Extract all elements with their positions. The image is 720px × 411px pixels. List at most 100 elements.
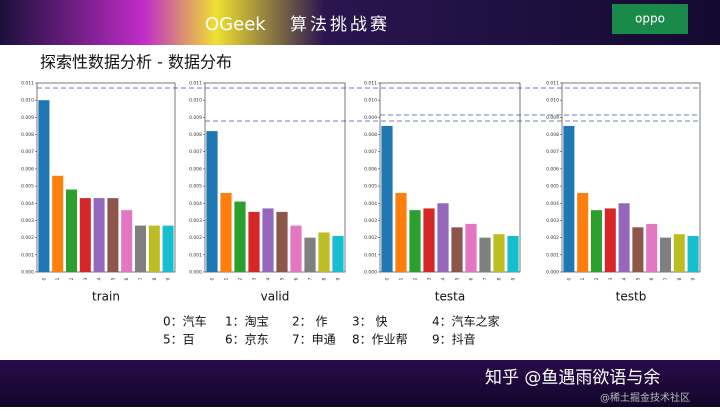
plot-frame <box>36 82 176 273</box>
legend-item: 9：抖音 <box>432 332 476 347</box>
bar <box>563 125 575 272</box>
x-tick-label: 6 <box>294 277 300 280</box>
legend-item: 0：汽车 <box>163 314 207 329</box>
x-tick-label: 0 <box>385 277 391 280</box>
x-tick-label: 2 <box>69 277 75 280</box>
y-tick-label: 0.011 <box>189 81 202 87</box>
x-tick-label: 6 <box>649 277 655 280</box>
bar <box>577 192 589 272</box>
bar <box>451 227 463 272</box>
x-tick-label: 7 <box>663 277 669 280</box>
y-tick-label: 0.008 <box>546 132 559 138</box>
x-tick-label: 9 <box>336 277 342 280</box>
bar <box>290 225 302 272</box>
x-tick-label: 4 <box>441 277 447 280</box>
y-tick-label: 0.000 <box>189 270 202 276</box>
bar <box>646 223 658 272</box>
bar <box>618 203 630 272</box>
y-tick-label: 0.001 <box>189 252 202 258</box>
y-tick-label: 0.002 <box>189 235 202 241</box>
logo: oppo <box>635 12 665 26</box>
bar <box>395 192 407 272</box>
bar <box>318 232 330 272</box>
reference-lines <box>37 87 700 122</box>
x-tick-label: 8 <box>677 277 683 280</box>
x-tick-label: 7 <box>138 277 144 280</box>
legend-item: 2： 作 <box>292 315 327 329</box>
x-axis-label: valid <box>261 290 290 304</box>
y-tick-label: 0.009 <box>364 115 377 121</box>
y-tick-label: 0.005 <box>546 184 559 190</box>
y-tick-label: 0.007 <box>189 149 202 155</box>
footer-band <box>0 360 720 407</box>
y-tick-label: 0.001 <box>21 252 34 258</box>
x-tick-label: 6 <box>124 277 130 280</box>
y-tick-label: 0.008 <box>189 132 202 138</box>
x-tick-label: 3 <box>252 277 258 280</box>
x-tick-label: 5 <box>110 277 116 280</box>
x-tick-label: 7 <box>308 277 314 280</box>
y-tick-label: 0.004 <box>546 201 559 207</box>
x-tick-label: 2 <box>238 277 244 280</box>
bar <box>673 234 685 272</box>
y-tick-label: 0.003 <box>189 218 202 224</box>
brand: OGeek <box>205 14 266 35</box>
bar <box>507 235 519 272</box>
footer: 知乎 @鱼遇雨欲语与余 <box>485 368 660 388</box>
x-tick-label: 4 <box>97 277 103 280</box>
bar <box>248 211 260 272</box>
y-tick-label: 0.004 <box>364 201 377 207</box>
bar <box>332 235 344 272</box>
slide-body <box>0 45 720 360</box>
bar <box>93 198 105 272</box>
x-tick-label: 8 <box>322 277 328 280</box>
y-tick-label: 0.002 <box>364 235 377 241</box>
y-tick-label: 0.006 <box>21 166 34 172</box>
y-tick-label: 0.006 <box>546 166 559 172</box>
y-tick-label: 0.006 <box>189 166 202 172</box>
bar <box>409 210 421 272</box>
x-tick-label: 1 <box>580 277 586 280</box>
y-tick-label: 0.000 <box>21 270 34 276</box>
y-tick-label: 0.010 <box>189 98 202 104</box>
y-tick-label: 0.001 <box>546 252 559 258</box>
y-tick-label: 0.011 <box>21 81 34 87</box>
y-tick-label: 0.005 <box>21 184 34 190</box>
legend-item: 1：淘宝 <box>225 315 269 329</box>
bar <box>659 237 672 272</box>
plot-frame <box>204 82 346 273</box>
y-tick-label: 0.007 <box>546 149 559 155</box>
bar <box>52 175 64 272</box>
y-tick-label: 0.004 <box>21 201 34 207</box>
x-tick-label: 2 <box>594 277 600 280</box>
x-tick-label: 8 <box>497 277 503 280</box>
bar <box>465 223 477 272</box>
x-tick-label: 3 <box>83 277 89 280</box>
bar <box>107 198 119 272</box>
x-axis-label: train <box>92 290 120 304</box>
x-tick-label: 5 <box>635 277 641 280</box>
y-tick-label: 0.011 <box>546 81 559 87</box>
watermark: @稀土掘金技术社区 <box>600 391 690 404</box>
x-tick-label: 5 <box>280 277 286 280</box>
y-tick-label: 0.008 <box>21 132 34 138</box>
y-tick-label: 0.010 <box>546 98 559 104</box>
y-tick-label: 0.000 <box>546 270 559 276</box>
x-axis-label: testb <box>616 290 647 304</box>
x-tick-label: 4 <box>622 277 628 280</box>
bar <box>148 225 160 272</box>
x-tick-label: 1 <box>399 277 405 280</box>
y-tick-label: 0.003 <box>21 218 34 224</box>
y-tick-label: 0.009 <box>21 115 34 121</box>
y-tick-label: 0.010 <box>364 98 377 104</box>
y-tick-label: 0.005 <box>364 184 377 190</box>
y-tick-label: 0.000 <box>364 270 377 276</box>
bar <box>121 210 133 272</box>
x-tick-label: 0 <box>41 277 47 280</box>
bar <box>276 211 288 272</box>
x-tick-label: 4 <box>266 277 272 280</box>
legend-item: 3： 快 <box>352 315 387 329</box>
y-tick-label: 0.007 <box>21 149 34 155</box>
x-axis-label: testa <box>435 290 465 304</box>
